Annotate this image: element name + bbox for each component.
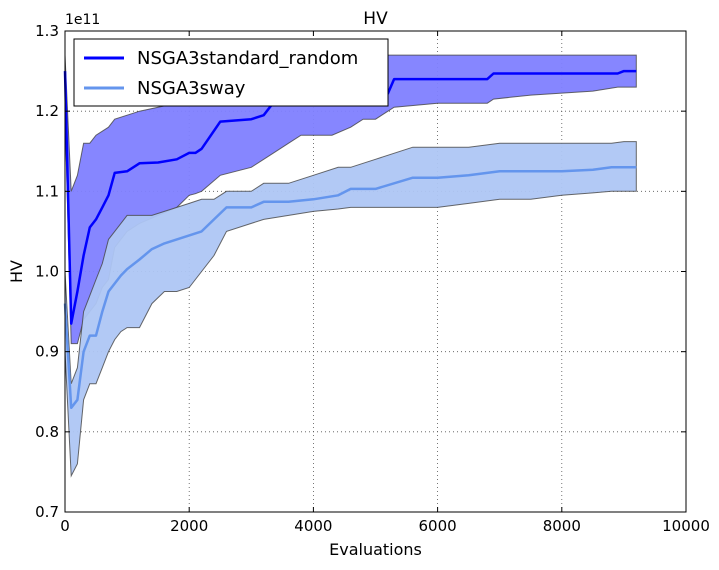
y-axis-label: HV (7, 260, 26, 283)
y-tick-label: 1.3 (35, 22, 59, 40)
x-tick-label: 4000 (294, 517, 332, 535)
legend-box (73, 38, 389, 107)
y-tick-label: 0.8 (35, 423, 59, 441)
x-tick-label: 2000 (170, 517, 208, 535)
x-tick-label: 10000 (662, 517, 710, 535)
y-tick-label: 0.9 (35, 343, 59, 361)
y-tick-label: 1.2 (35, 102, 59, 120)
legend-label-nsga3sway: NSGA3sway (137, 78, 246, 99)
y-tick-label: 1.0 (35, 263, 59, 281)
mean-lines (63, 69, 637, 410)
legend: NSGA3standard_random NSGA3sway (73, 38, 389, 107)
chart-title: HV (363, 9, 388, 29)
x-tick-label: 8000 (543, 517, 581, 535)
confidence-bands (64, 54, 637, 478)
axis-ticks: 0 2000 4000 6000 8000 10000 0.7 0.8 0.9 1.0 1.1 1.2… (35, 22, 710, 535)
y-tick-label: 0.7 (35, 503, 59, 521)
line-nsga3sway (63, 166, 637, 410)
y-tick-label: 1.1 (35, 182, 59, 200)
line-nsga3standard-random (63, 69, 637, 325)
y-axis-offset-text: 1e11 (65, 12, 100, 28)
x-tick-label: 0 (60, 517, 70, 535)
x-axis-label: Evaluations (329, 540, 422, 559)
legend-label-nsga3standard-random: NSGA3standard_random (137, 48, 358, 69)
x-tick-label: 6000 (419, 517, 457, 535)
